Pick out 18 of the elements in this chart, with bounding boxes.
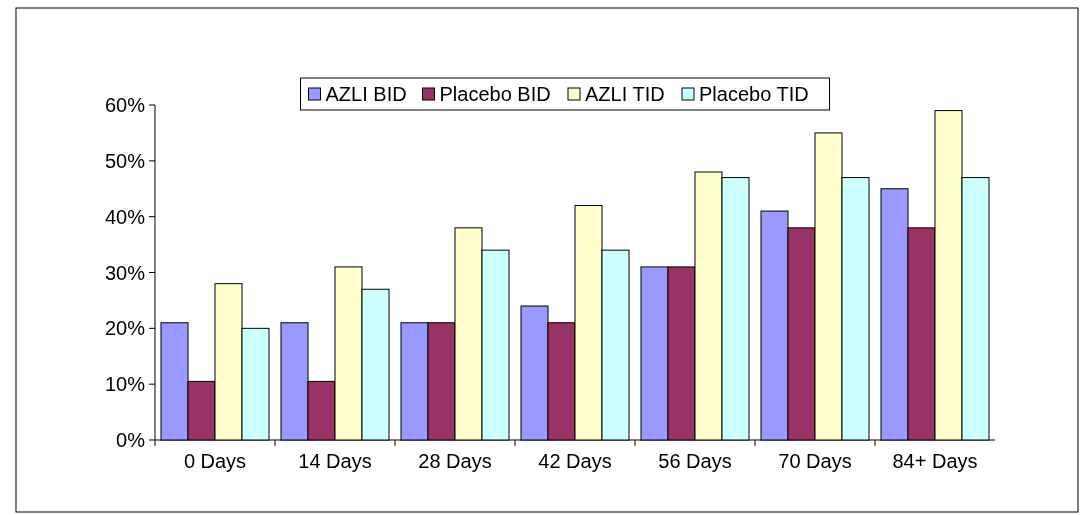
y-tick-label: 10% xyxy=(104,373,146,396)
x-tick-label: 42 Days xyxy=(538,450,612,472)
x-tick-label: 56 Days xyxy=(658,450,732,472)
legend-label: Placebo TID xyxy=(699,83,809,105)
y-tick-label: 50% xyxy=(104,149,146,172)
x-tick-label: 28 Days xyxy=(418,450,492,472)
y-tick-label: 20% xyxy=(104,317,146,340)
legend-label: Placebo BID xyxy=(439,83,551,105)
x-tick-label: 14 Days xyxy=(298,450,372,472)
legend-label: AZLI TID xyxy=(585,83,665,105)
legend-label: AZLI BID xyxy=(325,83,407,105)
y-tick-label: 60% xyxy=(104,94,146,116)
x-tick-label: 70 Days xyxy=(778,450,852,472)
y-tick-label: 30% xyxy=(104,261,146,284)
x-tick-label: 0 Days xyxy=(183,450,247,472)
y-tick-label: 40% xyxy=(104,205,146,228)
x-tick-label: 84+ Days xyxy=(892,450,978,472)
y-tick-label: 0% xyxy=(116,429,146,451)
